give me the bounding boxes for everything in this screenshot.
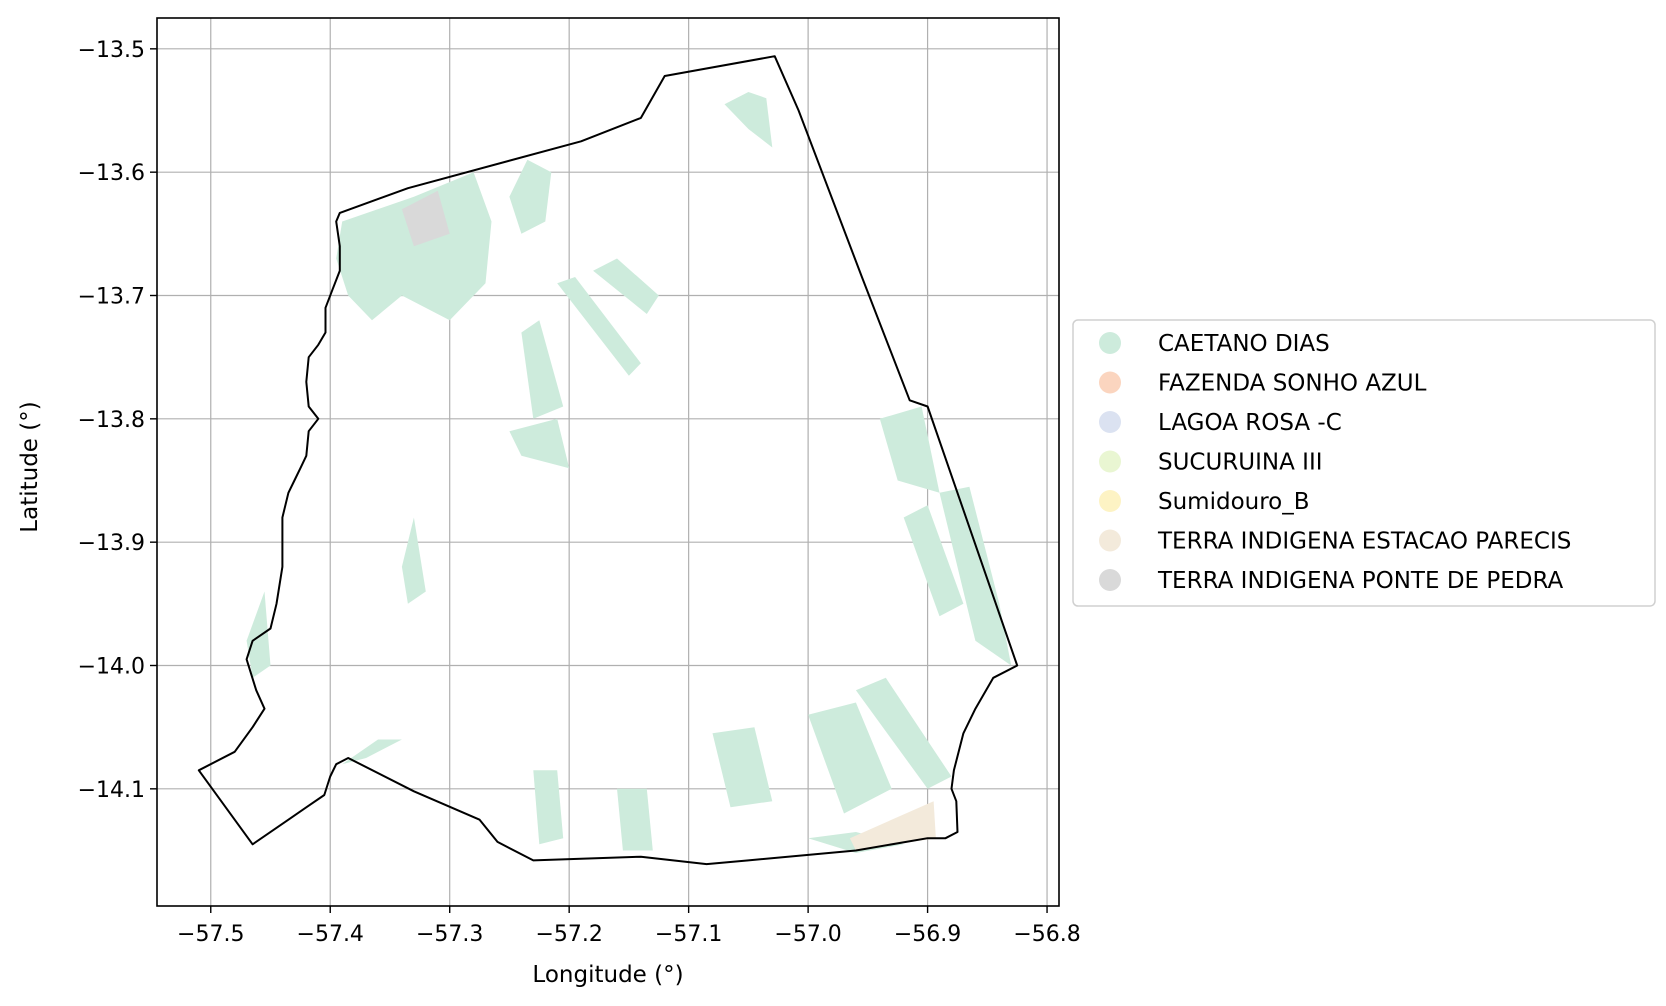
feature-polygon-6: [521, 320, 564, 419]
plot-area: [156, 17, 1060, 907]
feature-polygon-4: [557, 277, 641, 376]
x-tick-label-1: −57.4: [297, 922, 364, 947]
y-tick-label-4: −13.9: [78, 531, 145, 556]
feature-polygon-3: [724, 92, 773, 148]
legend-label-5: TERRA INDIGENA ESTACAO PARECIS: [1157, 529, 1571, 555]
legend-label-1: FAZENDA SONHO AZUL: [1158, 371, 1427, 397]
feature-polygon-16: [617, 788, 653, 851]
y-axis-label: Latitude (°): [17, 401, 43, 532]
legend-marker-5: [1099, 529, 1121, 552]
legend-label-2: LAGOA ROSA -C: [1158, 410, 1342, 436]
legend-label-4: Sumidouro_B: [1158, 489, 1310, 515]
y-tick-label-5: −14.0: [78, 655, 145, 680]
legend-marker-3: [1099, 450, 1121, 473]
x-tick-label-2: −57.3: [416, 922, 483, 947]
legend-label-6: TERRA INDIGENA PONTE DE PEDRA: [1157, 568, 1564, 594]
feature-polygon-10: [939, 486, 1012, 666]
legend-label-0: CAETANO DIAS: [1158, 331, 1330, 357]
y-axis-ticks: −13.5 −13.6 −13.7 −13.8 −13.9 −14.0 −14.1: [78, 38, 157, 803]
x-axis-label: Longitude (°): [532, 962, 683, 988]
legend-label-3: SUCURUINA III: [1158, 450, 1323, 476]
y-tick-label-6: −14.1: [78, 778, 145, 803]
feature-polygon-0: [336, 172, 492, 321]
legend: CAETANO DIAS FAZENDA SONHO AZUL LAGOA ROSA…: [1072, 319, 1656, 607]
x-tick-label-0: −57.5: [177, 922, 244, 947]
legend-marker-1: [1099, 371, 1121, 394]
municipality-boundary: [197, 55, 1019, 866]
y-tick-label-2: −13.7: [78, 285, 145, 310]
x-tick-label-5: −57.0: [774, 922, 841, 947]
feature-polygon-9: [879, 406, 940, 493]
legend-marker-0: [1099, 332, 1121, 354]
feature-polygon-12: [855, 677, 952, 789]
y-tick-label-3: −13.8: [78, 408, 145, 433]
legend-box: [1072, 319, 1656, 607]
feature-polygon-14: [712, 727, 773, 808]
x-tick-label-7: −56.8: [1013, 922, 1080, 947]
x-tick-label-4: −57.1: [655, 922, 722, 947]
x-axis-ticks: −57.5 −57.4 −57.3 −57.2 −57.1 −57.0 −56.9 −56.8: [177, 906, 1081, 947]
feature-polygon-18: [246, 591, 271, 678]
legend-marker-4: [1099, 490, 1121, 512]
feature-polygon-5: [593, 258, 659, 314]
feature-polygon-1: [509, 159, 552, 234]
y-tick-label-0: −13.5: [78, 38, 145, 63]
feature-polygon-17: [342, 739, 402, 765]
feature-polygon-11: [903, 505, 964, 617]
x-tick-label-3: −57.2: [535, 922, 602, 947]
feature-polygon-2: [401, 190, 450, 247]
feature-polygon-8: [401, 517, 426, 604]
feature-polygon-7: [509, 418, 570, 469]
y-tick-label-1: −13.6: [78, 161, 145, 186]
legend-marker-2: [1099, 411, 1121, 433]
feature-polygon-13: [808, 702, 892, 814]
axes-frame: [156, 17, 1060, 907]
legend-marker-6: [1099, 569, 1121, 591]
x-tick-label-6: −56.9: [894, 922, 961, 947]
feature-polygon-15: [533, 770, 564, 845]
feature-polygon-20: [849, 801, 936, 851]
